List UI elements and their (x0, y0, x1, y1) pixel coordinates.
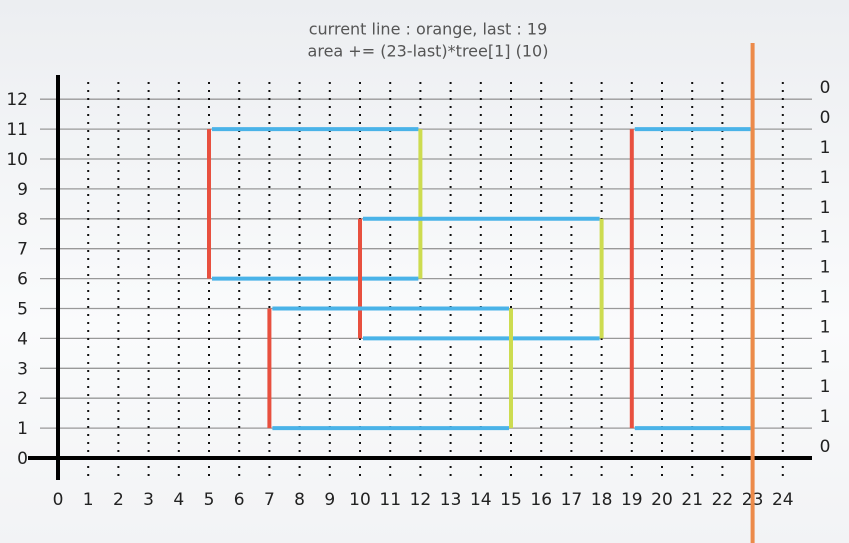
y-tick-label: 8 (17, 210, 28, 230)
y-tick-label: 4 (17, 329, 28, 349)
x-tick-label: 3 (143, 490, 154, 510)
x-tick-label: 14 (470, 490, 492, 510)
y-tick-label: 1 (17, 419, 28, 439)
x-tick-label: 4 (173, 490, 184, 510)
y-tick-label: 11 (6, 120, 28, 140)
x-tick-label: 5 (204, 490, 215, 510)
tree-value: 1 (820, 288, 831, 308)
x-tick-label: 6 (234, 490, 245, 510)
x-tick-label: 2 (113, 490, 124, 510)
tree-value: 0 (820, 108, 831, 128)
x-tick-label: 7 (264, 490, 275, 510)
x-tick-label: 12 (410, 490, 432, 510)
y-tick-label: 9 (17, 180, 28, 200)
y-tick-label: 5 (17, 300, 28, 320)
x-tick-label: 10 (349, 490, 371, 510)
x-tick-label: 1 (83, 490, 94, 510)
x-tick-label: 11 (379, 490, 401, 510)
y-tick-label: 3 (17, 359, 28, 379)
tree-value: 1 (820, 258, 831, 278)
y-tick-label: 0 (17, 449, 28, 469)
y-tick-label: 7 (17, 240, 28, 260)
y-tick-label: 10 (6, 150, 28, 170)
x-tick-label: 18 (591, 490, 613, 510)
tree-value: 1 (820, 317, 831, 337)
tree-value: 0 (820, 78, 831, 98)
x-tick-label: 21 (681, 490, 703, 510)
x-tick-label: 19 (621, 490, 643, 510)
x-tick-label: 15 (500, 490, 522, 510)
tree-value: 1 (820, 377, 831, 397)
x-tick-label: 0 (53, 490, 64, 510)
caption-line: area += (23-last)*tree[1] (10) (308, 42, 549, 61)
x-tick-label: 20 (651, 490, 673, 510)
x-tick-label: 9 (324, 490, 335, 510)
y-tick-label: 2 (17, 389, 28, 409)
tree-value: 1 (820, 138, 831, 158)
tree-value: 1 (820, 407, 831, 427)
y-tick-label: 6 (17, 270, 28, 290)
x-tick-label: 22 (712, 490, 734, 510)
x-tick-label: 16 (530, 490, 552, 510)
tree-value: 1 (820, 168, 831, 188)
tree-value: 1 (820, 228, 831, 248)
x-tick-label: 13 (440, 490, 462, 510)
x-tick-label: 8 (294, 490, 305, 510)
tree-value: 0 (820, 437, 831, 457)
y-tick-label: 12 (6, 90, 28, 110)
x-tick-label: 24 (772, 490, 794, 510)
caption-line: current line : orange, last : 19 (309, 20, 548, 39)
tree-value: 1 (820, 347, 831, 367)
x-tick-label: 17 (561, 490, 583, 510)
tree-value: 1 (820, 198, 831, 218)
